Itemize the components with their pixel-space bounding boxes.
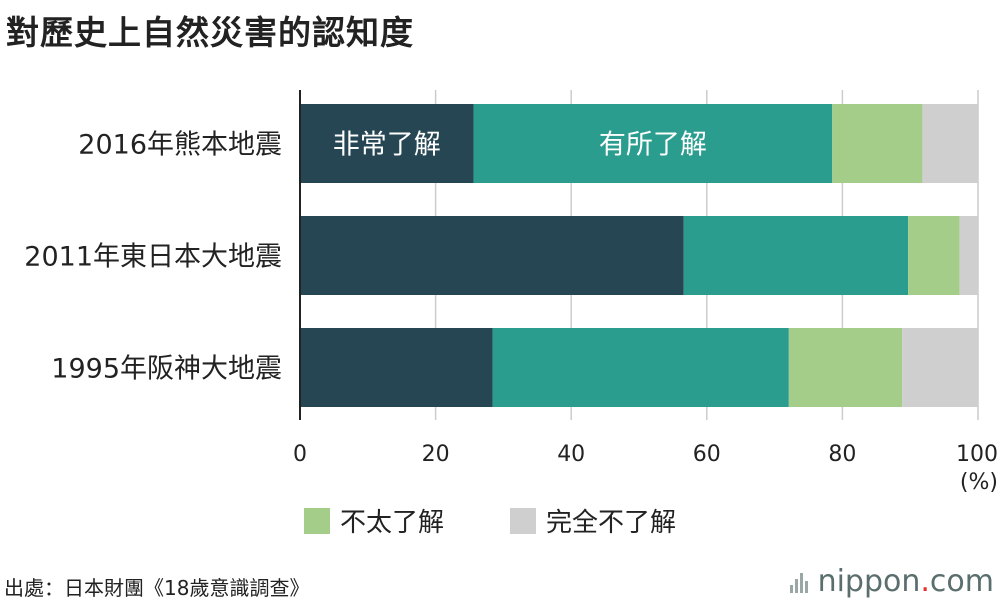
category-label: 1995年阪神大地震 — [51, 354, 282, 385]
legend-swatch — [304, 507, 330, 534]
legend-label: 不太了解 — [340, 508, 445, 538]
bar-segment — [683, 216, 909, 295]
bar-labels: 非常了解 有所了解 — [333, 130, 707, 161]
category-label: 2016年熊本地震 — [78, 130, 282, 161]
legend-item-completely-unaware: 完全不了解 — [510, 502, 676, 539]
legend: 不太了解 完全不了解 — [0, 502, 1000, 542]
bar-segment — [492, 328, 789, 407]
legend-swatch — [510, 507, 536, 534]
category-label: 2011年東日本大地震 — [24, 242, 282, 273]
bar-segment — [908, 216, 960, 295]
x-tick-label: 60 — [693, 442, 721, 467]
bar-segment — [902, 328, 978, 407]
logo-tld: com — [929, 564, 994, 599]
x-tick-label: 80 — [828, 442, 856, 467]
chart-title: 對歷史上自然災害的認知度 — [6, 13, 414, 52]
source-note: 出處：日本財團《18歲意識調查》 — [4, 576, 310, 600]
bar-segment — [473, 104, 833, 183]
bar-segment — [788, 328, 903, 407]
bars — [300, 104, 978, 407]
category-labels: 2016年熊本地震 2011年東日本大地震 1995年阪神大地震 — [24, 130, 282, 385]
bar-segment — [832, 104, 923, 183]
x-unit-label: (%) — [960, 470, 998, 495]
bar-segment — [959, 216, 978, 295]
x-axis: 0 20 40 60 80 100 (%) — [293, 90, 998, 495]
x-tick-label: 0 — [293, 442, 307, 467]
bar-segment — [300, 216, 684, 295]
x-tick-label: 20 — [422, 442, 450, 467]
logo-dot: . — [920, 564, 930, 599]
logo-text: nippon — [817, 564, 921, 599]
x-tick-label: 40 — [557, 442, 585, 467]
bar-inline-label: 有所了解 — [599, 130, 707, 161]
logo-mark-icon — [789, 571, 810, 593]
bar-segment — [922, 104, 978, 183]
bar-segment — [300, 328, 493, 407]
nippon-logo: nippon. com — [789, 564, 994, 599]
bar-segment — [300, 104, 474, 183]
legend-item-somewhat-unaware: 不太了解 — [304, 502, 444, 539]
bar-inline-label: 非常了解 — [333, 130, 441, 161]
x-tick-label: 100 — [956, 442, 998, 467]
legend-label: 完全不了解 — [546, 508, 677, 538]
